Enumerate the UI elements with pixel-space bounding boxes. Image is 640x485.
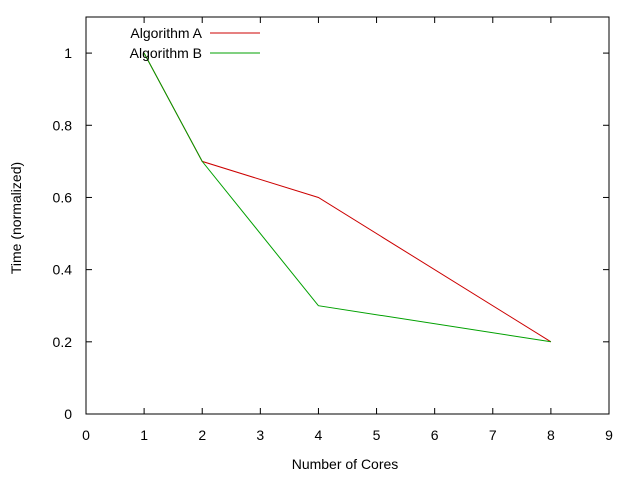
x-tick-label: 8 <box>547 427 555 443</box>
x-tick-label: 0 <box>82 427 90 443</box>
x-tick-label: 1 <box>140 427 148 443</box>
y-tick-label: 1 <box>64 45 72 61</box>
y-axis-label: Time (normalized) <box>8 162 24 274</box>
x-tick-label: 7 <box>489 427 497 443</box>
y-tick-label: 0.4 <box>53 262 73 278</box>
y-tick-label: 0 <box>64 406 72 422</box>
y-axis: 0 0.2 0.4 0.6 0.8 1 <box>53 45 609 422</box>
legend-label: Algorithm A <box>130 25 202 41</box>
x-tick-label: 3 <box>256 427 264 443</box>
series-lines <box>143 52 552 343</box>
x-tick-label: 6 <box>431 427 439 443</box>
x-tick-label: 5 <box>373 427 381 443</box>
plot-frame <box>85 16 610 415</box>
x-axis-label: Number of Cores <box>292 456 399 472</box>
y-tick-label: 0.6 <box>53 189 73 205</box>
x-tick-label: 9 <box>605 427 613 443</box>
series-line-algorithm-a <box>143 52 552 343</box>
legend-label: Algorithm B <box>130 45 202 61</box>
y-tick-label: 0.2 <box>53 334 73 350</box>
x-tick-label: 4 <box>315 427 323 443</box>
series-line-algorithm-b <box>143 52 551 343</box>
x-axis: 0 1 2 3 4 5 6 7 8 9 <box>82 17 613 443</box>
y-tick-label: 0.8 <box>53 117 73 133</box>
x-tick-label: 2 <box>198 427 206 443</box>
legend: Algorithm A Algorithm B <box>130 25 260 61</box>
